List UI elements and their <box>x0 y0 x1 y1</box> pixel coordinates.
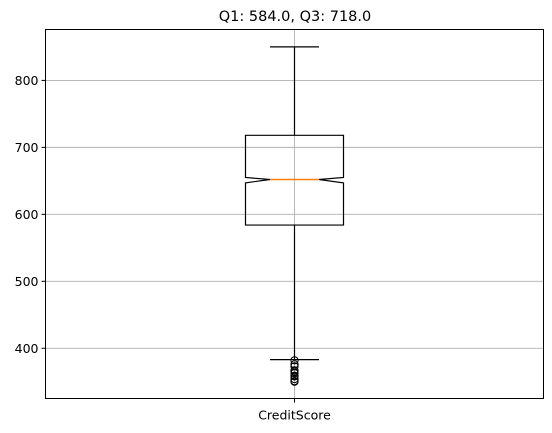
y-tick-label: 500 <box>15 274 39 289</box>
outlier-point <box>290 366 299 375</box>
outlier-point <box>290 362 299 371</box>
notched-box <box>244 134 345 226</box>
outlier-point <box>290 356 299 365</box>
chart-title: Q1: 584.0, Q3: 718.0 <box>219 9 372 25</box>
x-tick-label: CreditScore <box>258 408 331 423</box>
y-tick-label: 800 <box>15 73 39 88</box>
outlier-point <box>290 371 299 380</box>
outlier-point <box>290 376 299 386</box>
y-tick-label: 700 <box>15 140 39 155</box>
y-tick-label: 400 <box>15 341 39 356</box>
plot-area <box>244 46 345 386</box>
y-tick-label: 600 <box>15 207 39 222</box>
outlier-point <box>290 360 299 369</box>
axes: 400 500 600 700 800 CreditScore <box>15 73 331 423</box>
